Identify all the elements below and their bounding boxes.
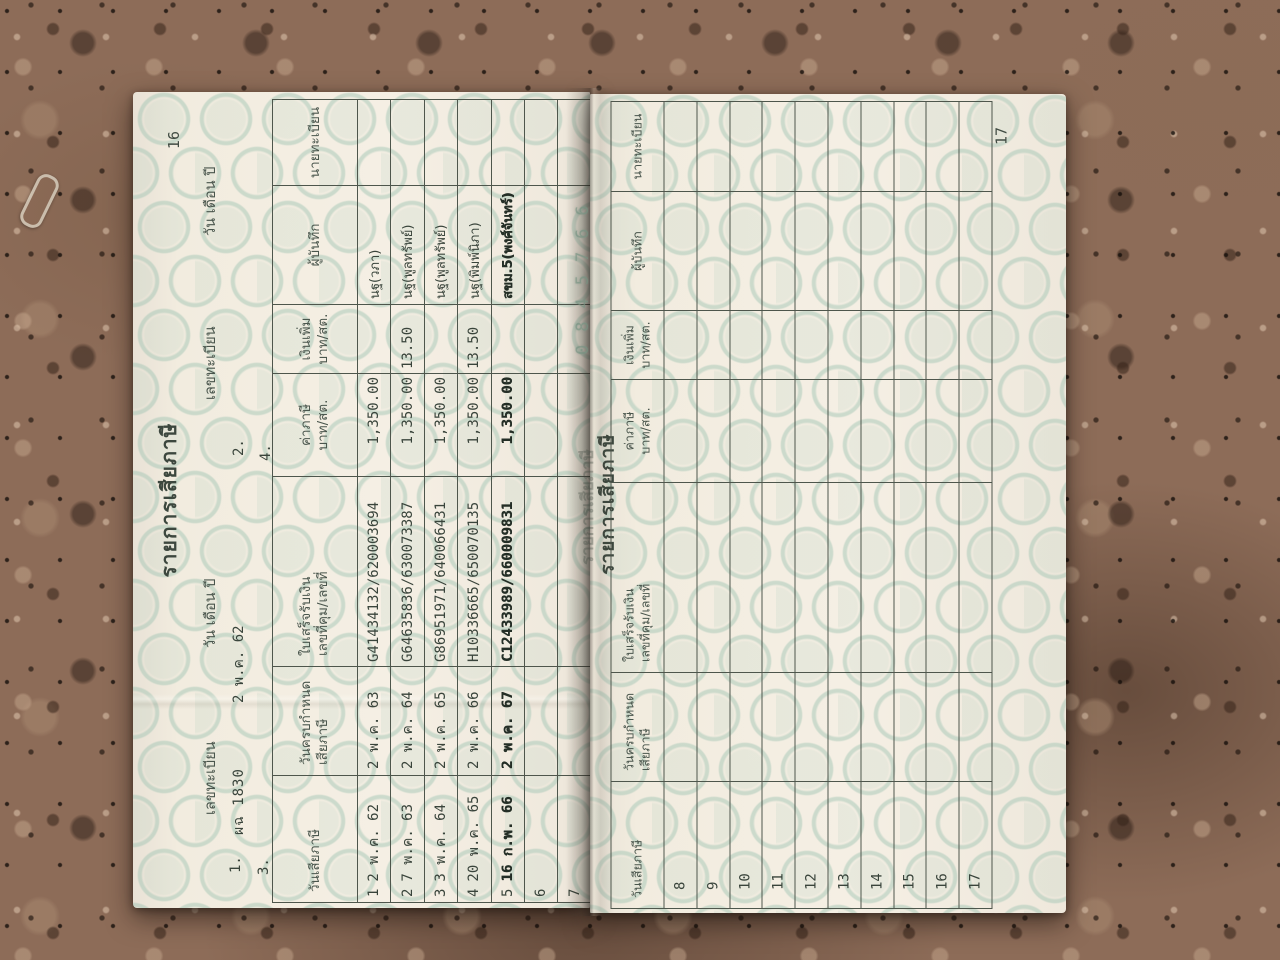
tax-date: 7 พ.ค. 63 xyxy=(399,803,416,882)
tax-row-5: 5 16 ก.พ. 66 2 พ.ค. 67 C12433989/66000983… xyxy=(490,100,524,902)
col-header-recorder: ผู้บันทึก xyxy=(272,186,357,305)
tax-row-8: 8 xyxy=(663,101,697,908)
col-header-registrar: นายทะเบียน xyxy=(272,100,357,186)
col-header-surcharge: เงินเพิ่ม บาท/สต. xyxy=(272,305,357,374)
col-header-due-date: วันครบกำหนด เสียภาษี xyxy=(611,672,664,782)
tax-row-17: 17 xyxy=(958,101,992,908)
row-no: 2 xyxy=(399,888,416,897)
row-no: 8 xyxy=(672,881,689,890)
entry-1-date: 2 พ.ค. 62 xyxy=(230,625,247,703)
col-header-tax-date: วันเสียภาษี xyxy=(306,829,323,892)
tax-row-3: 3 3 พ.ค. 64 2 พ.ค. 65 G86951971/640066431… xyxy=(423,100,457,902)
recorder: สขม.5(พงศ์จันทร์) xyxy=(500,192,516,299)
tax-row-9: 9 xyxy=(696,101,730,908)
tax-row-16: 16 xyxy=(925,101,959,908)
col-header-surcharge: เงินเพิ่ม บาท/สต. xyxy=(611,310,664,380)
due-date: 2 พ.ค. 67 xyxy=(499,691,516,769)
tax-amount: 1,350.00 xyxy=(499,377,516,445)
tax-table: วันเสียภาษี วันครบกำหนด เสียภาษี ใบเสร็จร… xyxy=(271,99,592,903)
row-no: 17 xyxy=(967,872,984,890)
tax-row-6: 6 xyxy=(523,100,557,902)
tax-table-header-row: วันเสียภาษี วันครบกำหนด เสียภาษี ใบเสร็จร… xyxy=(611,101,664,908)
tax-row-12: 12 xyxy=(794,101,828,908)
date-label-2: วัน เดือน ปี xyxy=(202,166,219,236)
title-ink-ghost: รายการเสียภาษี xyxy=(578,449,598,565)
tax-row-2: 2 7 พ.ค. 63 2 พ.ค. 64 G64635836/630073387… xyxy=(389,100,424,902)
recorder: นฐ(พิมพ์นิภา) xyxy=(467,222,483,299)
entry-2-no: 2. xyxy=(230,439,247,456)
entry-1-no: 1. xyxy=(227,856,244,873)
tax-row-4: 4 20 พ.ค. 65 2 พ.ค. 66 H10336665/65007013… xyxy=(456,100,491,902)
receipt-no: H10336665/650070135 xyxy=(465,501,482,662)
recorder: นฐ(พูลทรัพย์) xyxy=(400,224,416,299)
tax-date: 16 ก.พ. 66 xyxy=(499,796,516,882)
col-header-tax-date: วันเสียภาษี xyxy=(629,839,645,898)
row-no: 5 xyxy=(499,888,516,897)
col-header-tax-amount: ค่าภาษี บาท/สต. xyxy=(272,374,357,477)
receipt-no: G86951971/640066431 xyxy=(432,501,449,662)
col-header-due-date: วันครบกำหนด เสียภาษี xyxy=(272,667,357,776)
booklet-serial-stamp: 0845766 xyxy=(573,192,593,355)
page-16-content: 1 6 รายการเสียภาษี เลขทะเบียน วัน เดือน ป… xyxy=(139,97,592,903)
col-header-registrar: นายทะเบียน xyxy=(611,101,664,192)
due-date: 2 พ.ค. 64 xyxy=(399,691,416,769)
row-no: 14 xyxy=(869,872,886,890)
page-number: 17 xyxy=(992,126,1011,145)
tax-date: 3 พ.ค. 64 xyxy=(432,803,449,882)
tax-amount: 1,350.00 xyxy=(432,377,449,445)
tax-row-10: 10 xyxy=(729,101,762,908)
tax-book-page-17: รายการเสียภาษี 17 วันเสียภาษี วันครบกำหน… xyxy=(590,94,1066,913)
row-no: 4 xyxy=(465,888,482,897)
receipt-no: G41434132/620003694 xyxy=(365,501,382,662)
row-no: 16 xyxy=(934,872,951,890)
row-no: 12 xyxy=(803,872,820,890)
receipt-no: G64635836/630073387 xyxy=(399,501,416,662)
row-no: 15 xyxy=(901,872,918,890)
due-date: 2 พ.ค. 65 xyxy=(432,691,449,769)
page-17-content: รายการเสียภาษี 17 วันเสียภาษี วันครบกำหน… xyxy=(595,99,1062,909)
col-header-receipt: ใบเสร็จรับเงิน เลขที่คุม/เลขที่ xyxy=(272,477,357,667)
col-header-recorder: ผู้บันทึก xyxy=(611,191,664,311)
tax-amount: 1,350.00 xyxy=(399,377,416,445)
page-title: รายการเสียภาษี xyxy=(156,422,181,578)
row-no: 10 xyxy=(737,872,754,890)
registration-label-1: เลขทะเบียน xyxy=(202,741,219,815)
surcharge: 13.50 xyxy=(465,326,482,369)
entry-1-registration: ผฉ 1830 xyxy=(230,768,247,835)
tax-amount: 1,350.00 xyxy=(465,377,482,445)
tax-row-1: 1 2 พ.ค. 62 2 พ.ค. 63 G41434132/620003694… xyxy=(356,100,390,902)
due-date: 2 พ.ค. 63 xyxy=(365,691,382,769)
row-no: 9 xyxy=(705,881,722,890)
recorder: นฐ(พูลทรัพย์) xyxy=(433,224,449,299)
tax-row-15: 15 xyxy=(893,101,926,908)
row-no: 1 xyxy=(365,888,382,897)
row-no: 11 xyxy=(770,872,787,890)
row-no: 6 xyxy=(532,888,549,897)
tax-table: วันเสียภาษี วันครบกำหนด เสียภาษี ใบเสร็จร… xyxy=(610,100,993,909)
row-no: 13 xyxy=(836,872,853,890)
tax-date: 2 พ.ค. 62 xyxy=(365,803,382,882)
paperclip xyxy=(16,170,63,232)
row-no: 7 xyxy=(566,888,583,897)
tax-book-page-16: 1 6 รายการเสียภาษี เลขทะเบียน วัน เดือน ป… xyxy=(133,92,592,908)
tax-amount: 1,350.00 xyxy=(365,377,382,445)
registration-label-2: เลขทะเบียน xyxy=(202,326,219,400)
tax-row-14: 14 xyxy=(860,101,894,908)
tax-table-header-row: วันเสียภาษี วันครบกำหนด เสียภาษี ใบเสร็จร… xyxy=(272,100,357,902)
row-no: 3 xyxy=(432,888,449,897)
entry-3-no: 3. xyxy=(255,858,272,875)
col-header-tax-amount: ค่าภาษี บาท/สต. xyxy=(611,379,664,483)
tax-date: 20 พ.ค. 65 xyxy=(465,795,482,882)
tax-row-11: 11 xyxy=(761,101,795,908)
col-header-receipt: ใบเสร็จรับเงิน เลขที่คุม/เลขที่ xyxy=(611,482,664,673)
receipt-no: C12433989/660009831 xyxy=(499,501,516,662)
due-date: 2 พ.ค. 66 xyxy=(465,691,482,769)
recorder: นฐ(วภา) xyxy=(367,249,383,299)
tax-row-13: 13 xyxy=(827,101,861,908)
surcharge: 13.50 xyxy=(399,326,416,369)
date-label-1: วัน เดือน ปี xyxy=(202,578,219,648)
